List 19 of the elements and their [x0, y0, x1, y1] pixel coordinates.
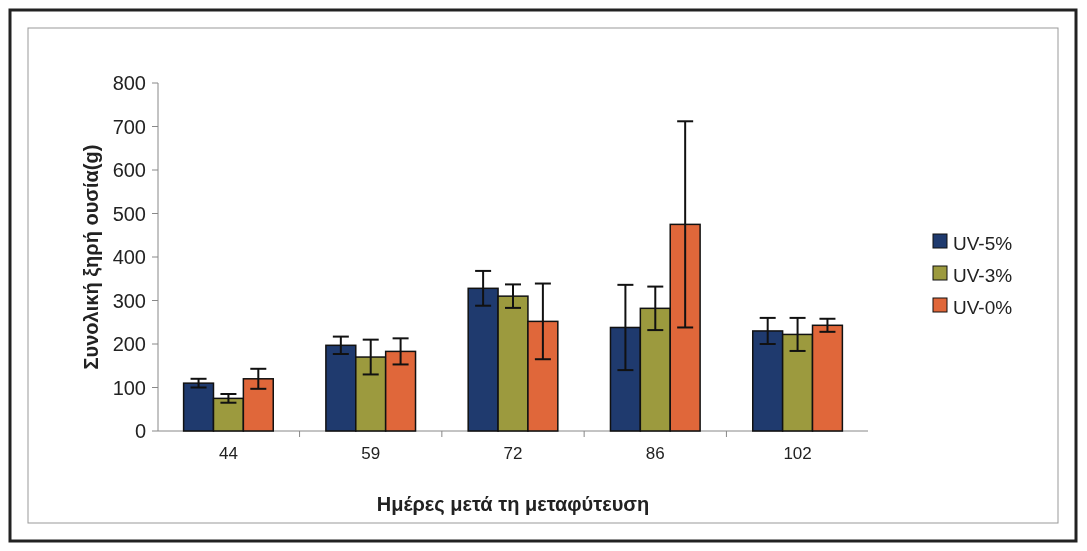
y-tick-label: 100 — [112, 376, 146, 399]
y-tick-label: 600 — [112, 159, 146, 181]
y-tick-label: 300 — [112, 289, 146, 312]
y-tick-label: 700 — [112, 115, 146, 138]
x-tick-label: 72 — [503, 444, 523, 463]
y-tick-label: 0 — [134, 420, 146, 442]
x-tick-label: 59 — [361, 444, 381, 463]
y-tick-label: 800 — [112, 72, 146, 94]
legend-label: UV-3% — [953, 264, 1013, 286]
legend-label: UV-0% — [953, 296, 1013, 318]
y-axis-title: Συνολική ξηρή ουσία(g) — [80, 144, 102, 370]
legend-label: UV-5% — [953, 232, 1013, 254]
y-tick-label: 500 — [112, 202, 146, 225]
y-tick-label: 400 — [112, 246, 146, 268]
x-tick-label: 86 — [645, 444, 665, 463]
y-tick-label: 200 — [112, 333, 146, 355]
x-tick-label: 102 — [783, 444, 812, 463]
x-tick-label: 44 — [218, 444, 238, 463]
x-axis-title: Ημέρες μετά τη μεταφύτευση — [376, 493, 650, 515]
